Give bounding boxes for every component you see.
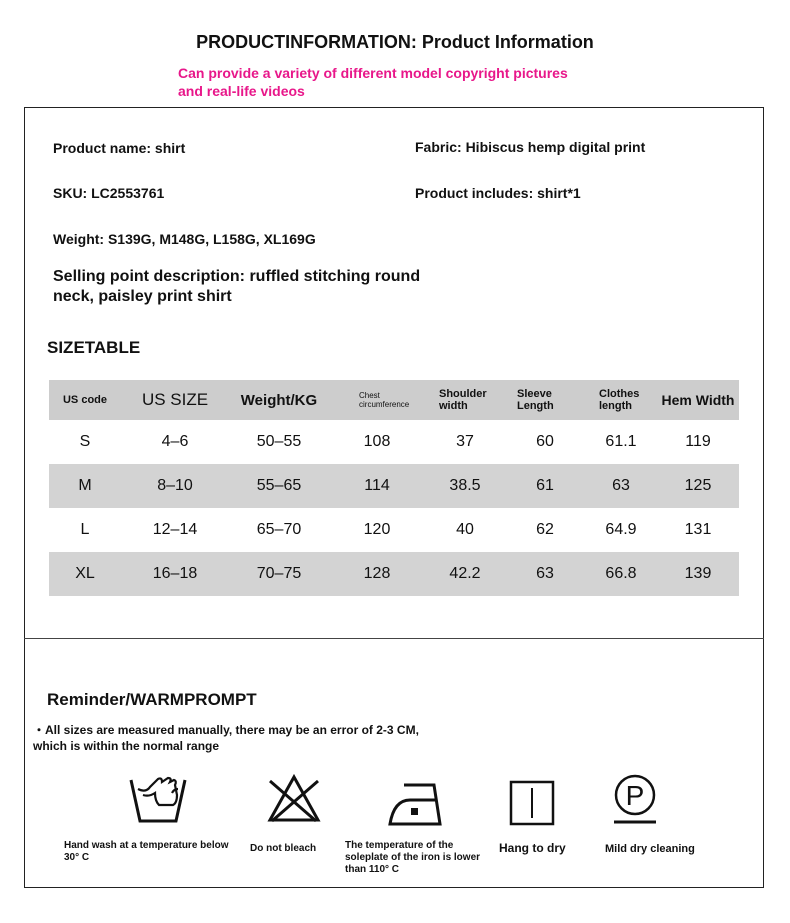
cell: L: [80, 521, 90, 538]
cell: 38.5: [425, 464, 505, 508]
cell: 70–75: [229, 552, 329, 596]
cell: 66.8: [585, 552, 657, 596]
table-row: S 4–6 50–55 108 37 60 61.1 119: [49, 420, 739, 464]
cell: M: [49, 464, 121, 508]
cell: 61: [505, 464, 585, 508]
col-us-code: US code: [49, 380, 121, 420]
sku: SKU: LC2553761: [53, 185, 165, 201]
cell: 63: [585, 464, 657, 508]
cell: 42.2: [425, 552, 505, 596]
col-hem-width: Hem Width: [657, 380, 739, 420]
reminder-text: ・All sizes are measured manually, there …: [33, 723, 419, 753]
cell: 120: [363, 521, 391, 538]
product-name: Product name: shirt: [53, 140, 186, 156]
cell: 4–6: [161, 433, 189, 450]
cell: 55–65: [229, 464, 329, 508]
col-chest: Chest circumference: [329, 380, 425, 420]
cell: 131: [684, 521, 712, 538]
reminder-title: Reminder/WARMPROMPT: [47, 690, 257, 709]
info-frame: [24, 107, 764, 888]
col-clothes-length: Clothes length: [585, 380, 657, 420]
cell: 114: [329, 464, 425, 508]
col-weight: Weight/KG: [229, 380, 329, 420]
cell: 40: [456, 521, 474, 538]
hand-wash-icon: [129, 776, 187, 823]
fabric: Fabric: Hibiscus hemp digital print: [415, 139, 646, 155]
cell: 139: [657, 552, 739, 596]
iron-low-icon: [388, 783, 442, 826]
cell: 50–55: [256, 433, 302, 450]
cell: 65–70: [256, 521, 302, 538]
size-table-header: US code US SIZE Weight/KG Chest circumfe…: [49, 380, 739, 420]
selling-point: Selling point description: ruffled stitc…: [53, 268, 421, 305]
col-us-size: US SIZE: [121, 380, 229, 420]
size-table-title: SIZETABLE: [47, 338, 141, 357]
cell: 64.9: [605, 521, 637, 538]
care-label-iron: The temperature of the soleplate of the …: [345, 840, 481, 875]
table-row: M 8–10 55–65 114 38.5 61 63 125: [49, 464, 739, 508]
weight: Weight: S139G, M148G, L158G, XL169G: [53, 231, 316, 247]
cell: 12–14: [152, 521, 198, 538]
care-label-no-bleach: Do not bleach: [250, 843, 317, 854]
cell: 108: [363, 433, 391, 450]
cell: S: [79, 433, 91, 450]
care-label-dry-clean: Mild dry cleaning: [605, 843, 695, 855]
cell: 61.1: [605, 433, 637, 450]
cell: 128: [329, 552, 425, 596]
cell: 63: [505, 552, 585, 596]
mild-dry-clean-icon: P: [614, 774, 656, 824]
care-label-hang-dry: Hang to dry: [499, 841, 566, 855]
page-title: PRODUCTINFORMATION: Product Information: [196, 32, 594, 52]
col-shoulder: Shoulder width: [425, 380, 505, 420]
care-label-hand-wash: Hand wash at a temperature below 30° C: [64, 840, 229, 863]
table-row: L 12–14 65–70 120 40 62 64.9 131: [49, 508, 739, 552]
cell: 60: [536, 433, 554, 450]
do-not-bleach-icon: [267, 773, 321, 823]
cell: XL: [49, 552, 121, 596]
svg-text:P: P: [626, 780, 645, 811]
col-sleeve: Sleeve Length: [505, 380, 585, 420]
section-divider: [24, 638, 764, 639]
cell: 16–18: [121, 552, 229, 596]
cell: 119: [685, 433, 711, 450]
cell: 125: [657, 464, 739, 508]
promo-note: Can provide a variety of different model…: [178, 65, 568, 99]
hang-dry-icon: [509, 780, 555, 826]
cell: 8–10: [121, 464, 229, 508]
size-table: US code US SIZE Weight/KG Chest circumfe…: [49, 380, 739, 596]
product-includes: Product includes: shirt*1: [415, 185, 581, 201]
table-row: XL 16–18 70–75 128 42.2 63 66.8 139: [49, 552, 739, 596]
cell: 37: [456, 433, 474, 450]
cell: 62: [536, 521, 554, 538]
